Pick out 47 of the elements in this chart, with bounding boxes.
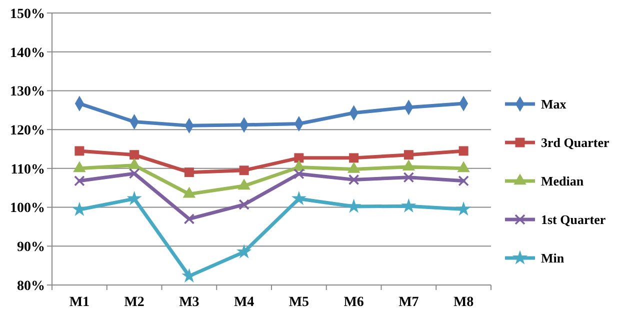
point xyxy=(128,168,140,179)
legend-label: Max xyxy=(541,96,567,112)
x-tick-label: M1 xyxy=(69,295,90,310)
x-tick-label: M3 xyxy=(179,295,200,310)
point xyxy=(126,190,142,206)
point xyxy=(349,153,359,163)
point xyxy=(184,214,195,224)
legend-label: 3rd Quarter xyxy=(541,135,610,150)
point xyxy=(348,174,360,186)
y-tick-label: 80% xyxy=(17,278,45,294)
point xyxy=(403,172,414,183)
point xyxy=(184,168,194,178)
legend-label: 1st Quarter xyxy=(541,212,606,228)
y-tick-label: 130% xyxy=(10,84,45,100)
point xyxy=(73,161,86,172)
point xyxy=(74,146,84,156)
point xyxy=(74,175,85,186)
point xyxy=(401,198,416,213)
point xyxy=(130,150,140,160)
y-tick-label: 140% xyxy=(10,46,45,61)
x-tick-label: M2 xyxy=(124,295,144,310)
legend-label: Min xyxy=(541,250,565,266)
x-tick-label: M8 xyxy=(453,295,474,310)
point xyxy=(457,161,470,172)
point xyxy=(238,199,250,210)
x-tick-label: M7 xyxy=(398,295,419,310)
y-tick-label: 150% xyxy=(10,6,45,22)
point xyxy=(402,160,416,171)
y-tick-label: 90% xyxy=(17,240,45,256)
point xyxy=(458,175,469,186)
x-tick-label: M6 xyxy=(344,295,364,310)
point xyxy=(294,168,304,180)
y-tick-label: 110% xyxy=(10,162,45,178)
x-tick-label: M4 xyxy=(234,295,254,310)
point xyxy=(182,186,196,198)
x-tick-label: M5 xyxy=(288,295,310,310)
point xyxy=(238,178,250,190)
point xyxy=(458,146,468,156)
y-tick-label: 100% xyxy=(10,201,45,216)
legend-label: Median xyxy=(541,174,584,189)
point xyxy=(294,153,304,163)
point xyxy=(291,190,306,206)
point xyxy=(456,201,472,216)
point xyxy=(239,166,249,176)
point xyxy=(404,150,414,160)
point xyxy=(236,244,252,258)
y-tick-label: 120% xyxy=(10,123,45,138)
